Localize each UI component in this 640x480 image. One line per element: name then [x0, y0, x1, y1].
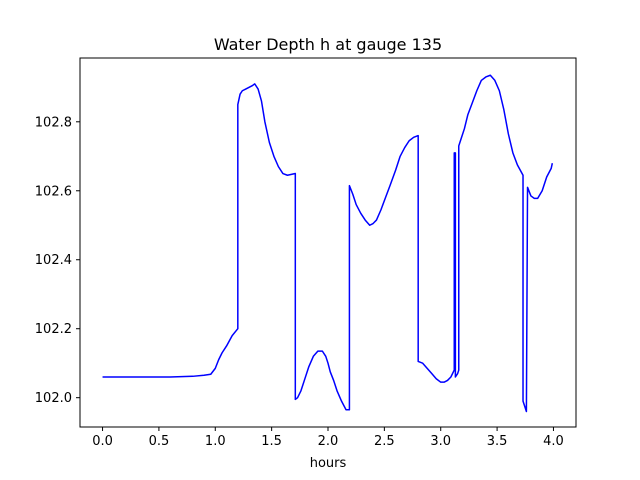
y-tick-label: 102.4: [35, 253, 72, 268]
x-tick-label: 3.0: [430, 434, 451, 449]
series-line-0: [102, 74, 554, 413]
x-tick-label: 0.0: [92, 434, 113, 449]
x-axis: 0.0 0.5 1.0 1.5 2.0 2.5 3.0 3.5 4.0: [92, 427, 564, 449]
y-tick-label: 102.2: [35, 322, 72, 337]
y-tick-label: 102.8: [35, 115, 72, 130]
y-axis: 102.0 102.2 102.4 102.6 102.8: [35, 115, 80, 406]
x-tick-label: 0.5: [149, 434, 170, 449]
x-tick-label: 2.0: [318, 434, 339, 449]
x-tick-label: 1.5: [261, 434, 282, 449]
chart-title: Water Depth h at gauge 135: [214, 35, 442, 54]
x-tick-label: 4.0: [543, 434, 564, 449]
x-tick-label: 1.0: [205, 434, 226, 449]
x-tick-label: 2.5: [374, 434, 395, 449]
x-axis-label: hours: [310, 456, 347, 471]
y-tick-label: 102.0: [35, 391, 72, 406]
plot-area: [102, 74, 554, 413]
y-tick-label: 102.6: [35, 184, 72, 199]
x-tick-label: 3.5: [487, 434, 508, 449]
